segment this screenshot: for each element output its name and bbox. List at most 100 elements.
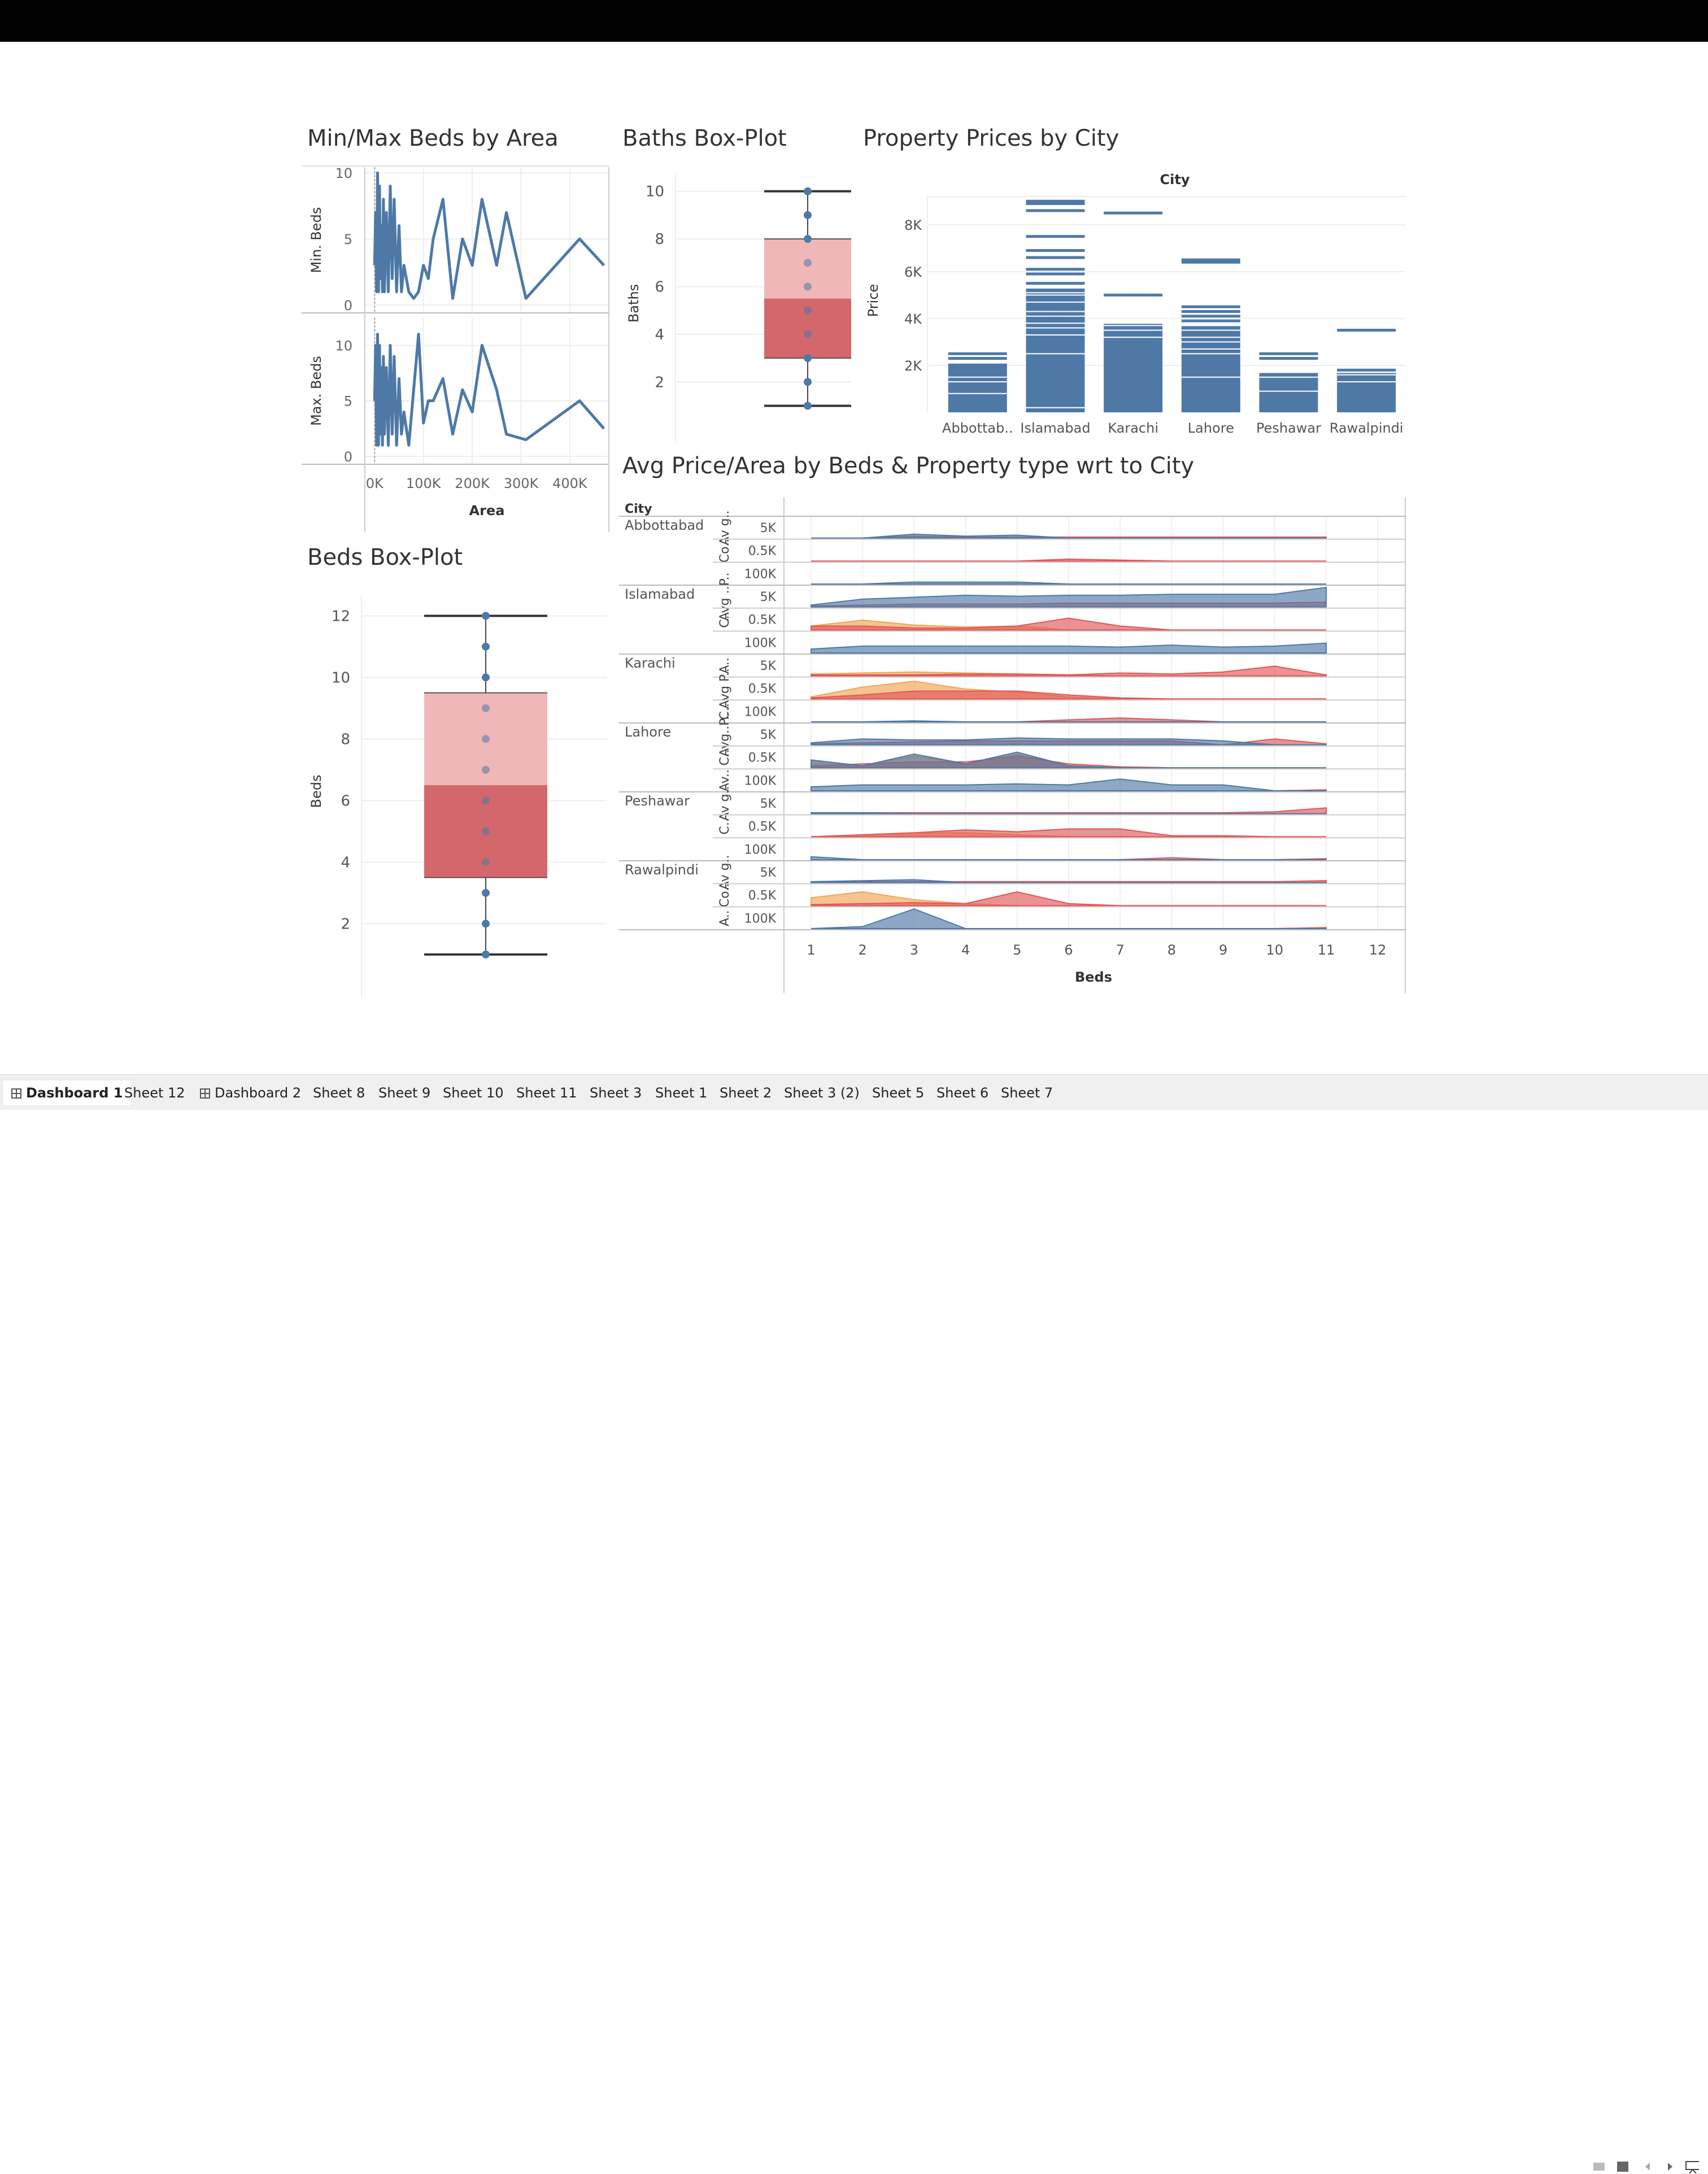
avg-measure-label: Avg P..: [718, 668, 732, 709]
tab-sheet-1[interactable]: Sheet 1: [647, 1081, 715, 1105]
avg-measure-tick-label: 100K: [744, 912, 777, 926]
prices-y-tick-label: 4K: [904, 311, 922, 327]
avg-measure-tick-label: 0.5K: [748, 751, 777, 765]
tab-label: Sheet 3: [590, 1085, 642, 1101]
avg-city-label: Lahore: [625, 724, 671, 740]
tab-label: Sheet 12: [124, 1085, 185, 1101]
tab-sheet-5[interactable]: Sheet 5: [864, 1081, 932, 1105]
tab-sheet-3[interactable]: Sheet 3: [582, 1081, 650, 1105]
tab-sheet-3-2[interactable]: Sheet 3 (2): [776, 1081, 868, 1105]
avg-measure-label: A..: [718, 657, 732, 674]
prices-y-tick-label: 2K: [904, 358, 922, 374]
avg-x-tick-label: 7: [1116, 942, 1125, 958]
avg-measure-label: C..: [718, 818, 732, 834]
avg-x-tick-label: 8: [1167, 942, 1176, 958]
prices-x-tick-label: Peshawar: [1256, 420, 1321, 436]
avg-measure-tick-label: 100K: [744, 705, 777, 719]
minmax-y-tick-label: 0: [344, 298, 352, 313]
avg-measure-tick-label: 100K: [744, 774, 777, 788]
avg-area-blue: [811, 586, 1327, 608]
baths-title: Baths Box-Plot: [622, 125, 787, 151]
minmax-y-tick-label: 0: [344, 449, 352, 465]
beds-data-point: [482, 888, 490, 897]
tab-sheet-10[interactable]: Sheet 10: [435, 1081, 512, 1105]
tab-sheet-8[interactable]: Sheet 8: [305, 1081, 373, 1105]
prices-bar-Karachi: [1104, 323, 1163, 412]
prices-bar-Abbottab..: [948, 363, 1007, 412]
avg-x-tick-label: 5: [1013, 942, 1021, 958]
minmax-beds-chart: 0 5 10 Min. Beds 0 5 10 Max. Beds 0K 100K 200K 300K…: [302, 165, 609, 532]
prices-title: Property Prices by City: [863, 125, 1119, 151]
avg-area-red: [811, 828, 1326, 838]
avg-city-label: Peshawar: [625, 793, 690, 809]
avg-x-tick-label: 2: [859, 942, 867, 958]
tab-label: Sheet 5: [872, 1085, 925, 1101]
tab-sheet-6[interactable]: Sheet 6: [929, 1081, 996, 1105]
avg-measure-tick-label: 5K: [760, 866, 777, 880]
beds-data-point: [482, 827, 490, 835]
tab-sheet-7[interactable]: Sheet 7: [993, 1081, 1061, 1105]
avg-measure-tick-label: 100K: [744, 843, 777, 857]
prices-bar-Peshawar: [1259, 372, 1318, 412]
avg-measure-label: C..: [718, 749, 732, 765]
tab-label: Sheet 10: [443, 1085, 504, 1101]
minmax-title: Min/Max Beds by Area: [307, 125, 559, 151]
avg-city-label: Abbottabad: [625, 517, 704, 533]
avg-measure-label: Co..: [718, 883, 732, 907]
avg-measure-label: A..: [718, 910, 732, 926]
minmax-y-tick-label: 10: [335, 338, 352, 354]
tab-dashboard-2[interactable]: Dashboard 2: [192, 1081, 309, 1105]
avg-x-tick-label: 1: [807, 942, 815, 958]
avg-city-label: Karachi: [625, 655, 676, 671]
avg-area-blue: [811, 856, 1326, 860]
avg-measure-label: Co..: [718, 539, 732, 563]
next-tab-icon[interactable]: [1663, 2159, 1677, 2174]
avg-area-red: [811, 558, 1326, 562]
baths-data-point: [804, 354, 812, 363]
prev-tab-icon[interactable]: [1640, 2159, 1655, 2174]
tab-sheet-9[interactable]: Sheet 9: [371, 1081, 438, 1105]
baths-data-point: [804, 282, 812, 291]
minmax-x-axis-label: Area: [469, 503, 505, 519]
beds-y-tick-label: 12: [332, 608, 350, 625]
avg-area-red: [811, 891, 1326, 907]
avg-measure-label: Av g..: [718, 786, 732, 821]
minmax-x-tick-label: 400K: [552, 476, 588, 491]
present-icon[interactable]: [1684, 2159, 1699, 2174]
tab-dashboard-1[interactable]: Dashboard 1: [3, 1081, 131, 1105]
baths-data-point: [804, 259, 812, 267]
tab-label: Sheet 8: [313, 1085, 365, 1101]
avg-area-red: [811, 690, 1326, 700]
avg-measure-label: C..: [718, 703, 732, 720]
beds-data-point: [482, 673, 490, 682]
baths-y-tick-label: 4: [655, 326, 664, 343]
tab-label: Sheet 9: [378, 1085, 431, 1101]
avg-area-red: [811, 617, 1326, 631]
avg-measure-label: Av..: [718, 769, 732, 791]
beds-y-tick-label: 2: [341, 916, 350, 933]
tab-sheet-11[interactable]: Sheet 11: [508, 1081, 585, 1105]
minmax-series-line: [373, 333, 605, 447]
grid-view-icon[interactable]: [1592, 2159, 1606, 2174]
tab-label: Sheet 2: [720, 1085, 772, 1101]
avg-x-axis-label: Beds: [1075, 969, 1112, 985]
tab-sheet-2[interactable]: Sheet 2: [712, 1081, 779, 1105]
beds-y-axis-label: Beds: [308, 775, 324, 808]
fullscreen-icon[interactable]: [1615, 2159, 1630, 2174]
baths-y-tick-label: 10: [646, 184, 664, 201]
avg-measure-tick-label: 5K: [760, 590, 777, 604]
beds-data-point: [482, 765, 490, 774]
avg-city-label: Islamabad: [625, 586, 695, 602]
avg-measure-tick-label: 0.5K: [748, 889, 777, 903]
avg-area-blue: [811, 908, 1326, 929]
avg-measure-tick-label: 100K: [744, 567, 777, 581]
avg-area-red: [811, 665, 1327, 677]
tab-sheet-12[interactable]: Sheet 12: [116, 1081, 193, 1105]
avg-measure-tick-label: 5K: [760, 728, 777, 742]
prices-bar-Islamabad: [1026, 287, 1085, 412]
tab-label: Sheet 1: [655, 1085, 708, 1101]
avg-area-blue: [811, 581, 1326, 585]
beds-data-point: [482, 950, 490, 959]
minmax-y-tick-label: 5: [344, 394, 352, 409]
